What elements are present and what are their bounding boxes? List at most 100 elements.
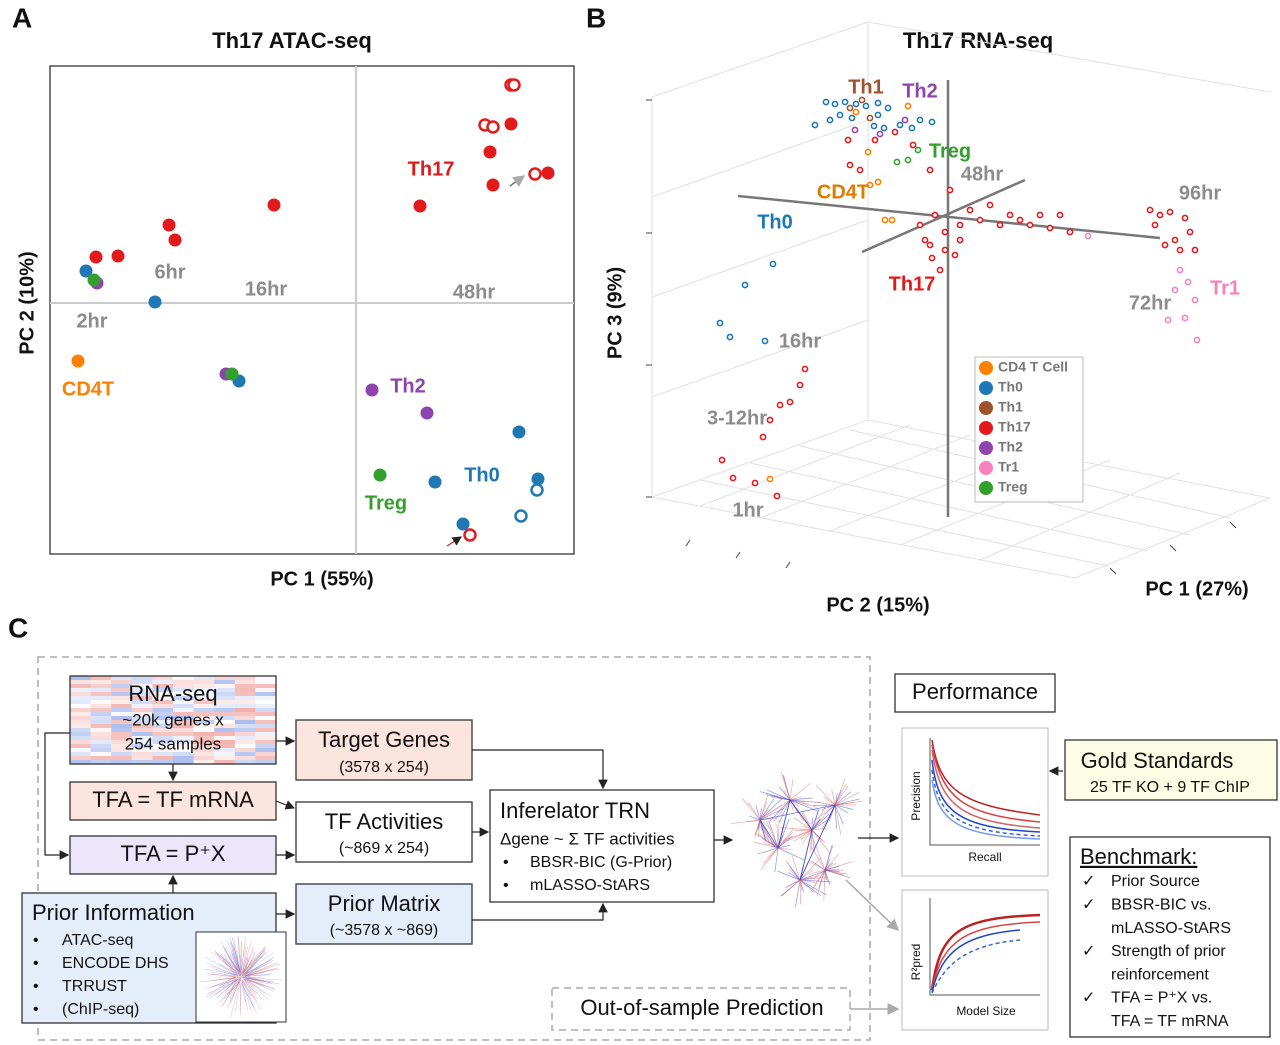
point <box>463 528 477 542</box>
legend-label: Treg <box>998 479 1028 495</box>
chart-title: Th17 ATAC-seq <box>212 28 372 53</box>
point <box>1066 228 1074 236</box>
inferelator-box <box>489 789 715 903</box>
point <box>986 201 994 209</box>
point <box>486 120 500 134</box>
check-mark: ✓ <box>1082 897 1095 914</box>
annotation: CD4T <box>817 181 869 203</box>
box-title: Target Genes <box>318 727 450 752</box>
prior-matrix-box <box>295 883 473 945</box>
point <box>848 114 856 122</box>
point <box>168 233 182 247</box>
point <box>884 104 892 112</box>
point <box>931 211 939 219</box>
point <box>796 381 804 389</box>
point <box>888 216 896 224</box>
point <box>851 126 859 134</box>
point <box>759 433 767 441</box>
gold-standards-box <box>1064 739 1278 801</box>
point <box>871 136 879 144</box>
point <box>148 295 162 309</box>
axis-label: Model Size <box>956 1004 1016 1018</box>
point <box>928 254 936 262</box>
pr-curves <box>929 738 1041 846</box>
point <box>822 98 830 106</box>
point <box>162 218 176 232</box>
series-label: Treg <box>365 492 407 514</box>
point <box>941 228 949 236</box>
point <box>956 221 964 229</box>
point <box>776 401 784 409</box>
point <box>852 100 860 108</box>
legend-swatch <box>979 401 993 415</box>
box-title: TF Activities <box>325 809 444 834</box>
point <box>786 398 794 406</box>
performance-box <box>894 673 1056 713</box>
point <box>1181 214 1189 222</box>
point <box>956 236 964 244</box>
point <box>428 475 442 489</box>
point <box>1056 211 1064 219</box>
legend-swatch <box>979 461 993 475</box>
point <box>531 472 545 486</box>
point <box>966 206 974 214</box>
list-item: mLASSO-StARS <box>1111 920 1231 937</box>
benchmark-box <box>1069 836 1271 1038</box>
point <box>1171 236 1179 244</box>
point <box>881 216 889 224</box>
legend-box <box>974 356 1084 503</box>
list-item: Strength of prior <box>1111 943 1226 960</box>
panel-letter: B <box>586 2 606 33</box>
point <box>926 241 934 249</box>
point <box>716 319 724 327</box>
plot-frame <box>49 65 575 555</box>
annotation: 3-12hr <box>707 407 767 429</box>
point <box>841 98 849 106</box>
point <box>874 178 882 186</box>
point <box>862 102 870 110</box>
point <box>901 116 909 124</box>
arrow <box>509 175 526 187</box>
point <box>1006 211 1014 219</box>
point <box>904 156 912 164</box>
point <box>483 145 497 159</box>
annotation: Th1 <box>848 76 884 98</box>
y-axis-label: PC 2 (10%) <box>16 251 38 354</box>
dashed-frame <box>37 656 871 1041</box>
point <box>874 111 882 119</box>
bullet: • <box>503 877 509 894</box>
point <box>1176 246 1184 254</box>
mini-plot <box>901 889 1049 1031</box>
box-title: Performance <box>912 679 1038 704</box>
point <box>836 111 844 119</box>
check-mark: ✓ <box>1082 990 1095 1007</box>
axis-label: Precision <box>909 771 923 820</box>
point <box>1184 278 1192 286</box>
list-item: mLASSO-StARS <box>530 877 650 894</box>
point <box>71 354 85 368</box>
point <box>874 99 882 107</box>
tick-decor <box>646 99 1237 575</box>
point <box>876 130 884 138</box>
heatmap-decor <box>70 676 276 764</box>
point <box>1181 314 1189 322</box>
box-title: Gold Standards <box>1081 748 1234 773</box>
x2-axis-label: PC 1 (27%) <box>1145 578 1248 600</box>
point <box>420 406 434 420</box>
point <box>766 475 774 483</box>
legend-label: Th1 <box>998 399 1023 415</box>
point <box>79 264 93 278</box>
box-text: (3578 x 254) <box>339 759 429 776</box>
point <box>908 124 916 132</box>
point <box>858 96 866 104</box>
point <box>1046 224 1054 232</box>
point <box>528 167 542 181</box>
svg-text:•: • <box>33 955 39 972</box>
list-item: TRRUST <box>62 978 127 995</box>
point <box>413 199 427 213</box>
point <box>896 121 904 129</box>
annotation: 16hr <box>779 330 821 352</box>
point <box>941 246 949 254</box>
series-label: Th17 <box>408 158 455 180</box>
